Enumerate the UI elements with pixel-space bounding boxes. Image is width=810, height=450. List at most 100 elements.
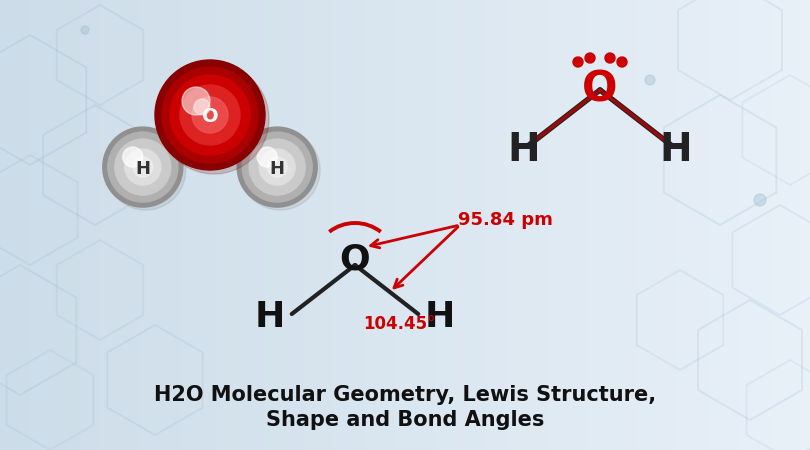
Circle shape [123,147,143,167]
Circle shape [182,87,210,115]
Bar [172,0,182,450]
Bar [446,0,455,450]
Circle shape [81,26,89,34]
Circle shape [133,157,153,177]
Text: O: O [582,69,618,111]
Text: H2O Molecular Geometry, Lewis Structure,: H2O Molecular Geometry, Lewis Structure, [154,385,656,405]
Bar [344,0,355,450]
Bar [31,0,40,450]
Circle shape [241,130,320,210]
Bar [790,0,799,450]
Bar [536,0,547,450]
Text: O: O [339,243,370,277]
Bar [729,0,739,450]
Bar [202,0,212,450]
Bar [314,0,324,450]
Bar [395,0,405,450]
Bar [233,0,243,450]
Bar [334,0,344,450]
Bar [111,0,122,450]
Text: 95.84 pm: 95.84 pm [458,211,552,229]
Bar [142,0,152,450]
Circle shape [258,147,277,167]
Circle shape [194,99,210,115]
Bar [193,0,202,450]
Bar [506,0,517,450]
Circle shape [106,130,185,210]
Bar [496,0,506,450]
Bar [355,0,364,450]
Circle shape [170,75,250,155]
Bar [304,0,314,450]
Bar [779,0,790,450]
Bar [415,0,425,450]
Bar [40,0,50,450]
Bar [182,0,193,450]
Circle shape [180,85,240,145]
Bar [243,0,253,450]
Bar [91,0,101,450]
Circle shape [242,132,312,202]
Bar [668,0,679,450]
Bar [425,0,436,450]
Bar [517,0,526,450]
Bar [284,0,293,450]
Circle shape [155,60,265,170]
Text: H: H [254,300,285,334]
Bar [648,0,658,450]
Circle shape [103,127,183,207]
Bar [81,0,91,450]
Bar [293,0,304,450]
Bar [567,0,577,450]
Bar [476,0,486,450]
Text: Shape and Bond Angles: Shape and Bond Angles [266,410,544,430]
Circle shape [237,127,318,207]
Text: H: H [660,131,693,169]
Bar [212,0,223,450]
Bar [638,0,648,450]
Bar [101,0,111,450]
Text: 104.45°: 104.45° [363,315,436,333]
Circle shape [645,75,655,85]
Bar [263,0,273,450]
Bar [709,0,719,450]
Bar [436,0,446,450]
Text: H: H [425,300,455,334]
Bar [617,0,628,450]
Bar [364,0,374,450]
Bar [71,0,81,450]
Bar [719,0,729,450]
Circle shape [259,149,295,185]
Circle shape [617,57,627,67]
Bar [385,0,395,450]
Circle shape [108,132,178,202]
Bar [152,0,162,450]
Text: H: H [508,131,540,169]
Bar [760,0,770,450]
Circle shape [159,64,269,174]
Bar [374,0,385,450]
Bar [587,0,597,450]
Bar [273,0,284,450]
Bar [658,0,668,450]
Circle shape [585,53,595,63]
Bar [122,0,131,450]
Bar [324,0,334,450]
Bar [557,0,567,450]
Bar [223,0,233,450]
Bar [61,0,71,450]
Bar [597,0,608,450]
Bar [253,0,263,450]
Bar [688,0,698,450]
Bar [679,0,688,450]
Bar [162,0,172,450]
Circle shape [267,157,288,177]
Text: H: H [270,160,284,178]
Circle shape [605,53,615,63]
Bar [770,0,779,450]
Text: H: H [135,160,151,178]
Bar [405,0,415,450]
Circle shape [249,139,305,195]
Bar [10,0,20,450]
Bar [608,0,617,450]
